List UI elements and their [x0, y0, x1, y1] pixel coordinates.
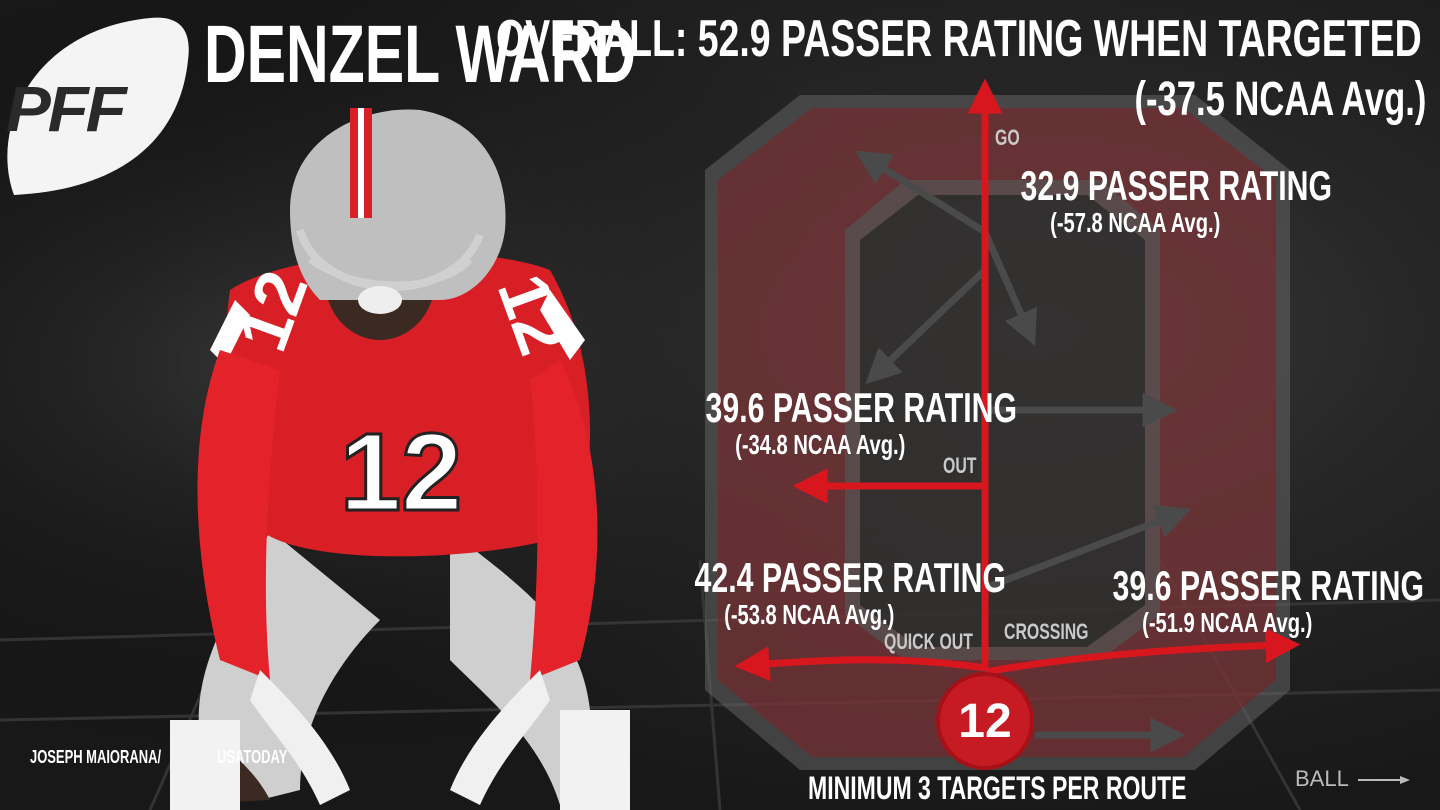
photo-credit-line1: JOSEPH MAIORANA/ — [30, 747, 162, 767]
overall-ncaa-avg: (-37.5 NCAA Avg.) — [1134, 73, 1426, 126]
stat-out: 39.6 PASSER RATING (-34.8 NCAA Avg.) — [645, 386, 1017, 460]
rating-go: 32.9 PASSER RATING — [1020, 162, 1333, 209]
player-photo: 12 12 12 — [170, 108, 630, 810]
svg-text:12: 12 — [340, 411, 462, 534]
grey-route-post — [981, 230, 1037, 347]
rating-quick-out: 42.4 PASSER RATING — [694, 554, 1007, 601]
player-name: DENZEL WARD — [204, 9, 636, 100]
grey-route-slant — [983, 504, 1192, 592]
jersey-number-badge: 12 — [936, 672, 1034, 770]
pff-logo-text: PFF — [6, 73, 127, 145]
route-label-quick-out: QUICK OUT — [884, 629, 973, 654]
ncaa-avg-crossing: (-51.9 NCAA Avg.) — [1141, 607, 1313, 638]
minimum-targets-note: MINIMUM 3 TARGETS PER ROUTE — [808, 770, 1187, 806]
rating-out: 39.6 PASSER RATING — [705, 384, 1018, 431]
route-crossing-arrow — [984, 628, 1301, 676]
block-o-logo — [705, 95, 1290, 770]
route-label-crossing: CROSSING — [1004, 619, 1089, 644]
stat-quick-out: 42.4 PASSER RATING (-53.8 NCAA Avg.) — [634, 556, 1006, 630]
route-label-go: GO — [995, 125, 1020, 150]
grey-route-corner — [855, 150, 987, 235]
route-quick-out-arrow — [734, 646, 986, 682]
ball-label: BALL — [1295, 766, 1349, 791]
jersey-number: 12 — [958, 694, 1012, 748]
rating-crossing: 39.6 PASSER RATING — [1112, 562, 1425, 609]
grey-route-comeback — [865, 267, 988, 385]
ncaa-avg-quick-out: (-53.8 NCAA Avg.) — [723, 599, 895, 630]
ncaa-avg-out: (-34.8 NCAA Avg.) — [734, 429, 906, 460]
photo-credit-line2: USATODAY — [217, 747, 288, 767]
stat-go: 32.9 PASSER RATING (-57.8 NCAA Avg.) — [960, 164, 1332, 238]
route-label-out: OUT — [943, 453, 977, 478]
red-routes — [734, 78, 1301, 682]
pff-logo — [7, 17, 189, 195]
stat-crossing: 39.6 PASSER RATING (-51.9 NCAA Avg.) — [1052, 564, 1424, 638]
ncaa-avg-go: (-57.8 NCAA Avg.) — [1049, 207, 1221, 238]
overall-rating-title: OVERALL: 52.9 PASSER RATING WHEN TARGETE… — [496, 10, 1422, 68]
photo-credit: JOSEPH MAIORANA/ USATODAY — [30, 745, 315, 769]
grey-routes — [855, 150, 1192, 753]
